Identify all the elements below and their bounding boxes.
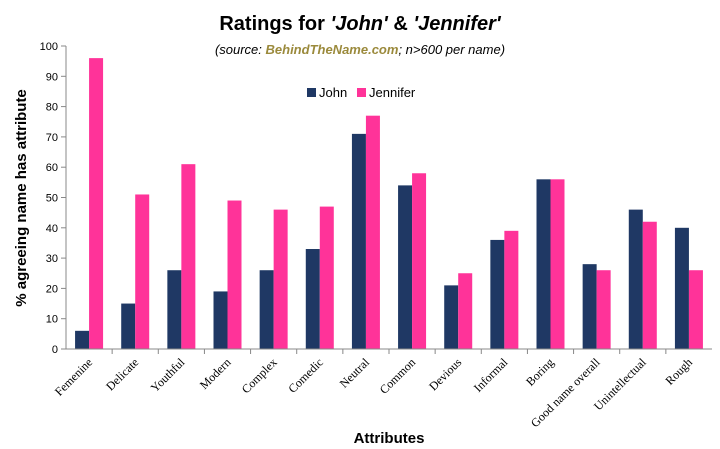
x-tick-label: Informal <box>471 355 511 395</box>
chart-subtitle: (source: BehindTheName.com; n>600 per na… <box>215 42 505 57</box>
bar-john-modern <box>213 291 228 349</box>
title-name-john: 'John' <box>330 13 389 35</box>
y-tick-label: 60 <box>46 162 58 174</box>
bar-john-comedic <box>305 249 320 349</box>
subtitle-source-site: BehindTheName.com <box>266 42 399 57</box>
x-tick-label: Boring <box>523 355 556 388</box>
subtitle-rest: ; n>600 per name) <box>398 42 505 57</box>
bar-john-femenine <box>75 330 90 349</box>
y-tick-label: 10 <box>46 314 58 326</box>
title-ampersand: & <box>388 13 414 35</box>
bar-john-devious <box>444 285 459 349</box>
y-tick-label: 40 <box>46 223 58 235</box>
legend-label-jennifer: Jennifer <box>369 85 416 100</box>
bars <box>75 58 703 350</box>
x-tick-label: Modern <box>197 355 234 392</box>
y-axis-title: % agreeing name has attribute <box>13 89 30 307</box>
legend-swatch-jennifer <box>357 88 366 97</box>
bar-john-neutral <box>351 133 366 349</box>
bar-john-youthful <box>167 270 182 349</box>
bar-jennifer-common <box>412 173 427 349</box>
x-tick-label: Femenine <box>52 355 95 398</box>
bar-jennifer-rough <box>688 270 703 349</box>
bar-jennifer-modern <box>227 200 242 349</box>
x-tick-label: Comedic <box>285 355 326 396</box>
chart-title: Ratings for 'John' & 'Jennifer' <box>219 13 502 35</box>
bar-john-good-name-overall <box>582 264 597 349</box>
bar-jennifer-youthful <box>181 164 196 349</box>
bar-john-boring <box>536 179 551 349</box>
x-axis-ticks: Femenine Delicate Youthful Modern Complex Com… <box>52 349 695 430</box>
x-tick-label: Delicate <box>103 355 141 393</box>
y-tick-label: 100 <box>40 41 58 53</box>
y-tick-label: 30 <box>46 253 58 265</box>
title-name-jennifer: 'Jennifer' <box>413 13 502 35</box>
y-tick-label: 0 <box>52 344 58 356</box>
y-tick-label: 20 <box>46 283 58 295</box>
subtitle-open: (source: <box>215 42 266 57</box>
bar-jennifer-comedic <box>319 206 334 349</box>
y-tick-label: 80 <box>46 102 58 114</box>
bar-jennifer-good-name-overall <box>596 270 611 349</box>
x-tick-label: Devious <box>426 355 464 393</box>
bar-jennifer-femenine <box>89 58 104 350</box>
bar-jennifer-informal <box>504 230 519 349</box>
bar-john-complex <box>259 270 274 349</box>
y-tick-label: 70 <box>46 132 58 144</box>
bar-jennifer-complex <box>273 209 288 349</box>
legend-label-john: John <box>319 85 347 100</box>
y-tick-label: 50 <box>46 193 58 205</box>
bar-jennifer-neutral <box>365 115 380 349</box>
x-tick-label: Common <box>377 355 418 396</box>
bar-john-informal <box>490 239 505 349</box>
legend: John Jennifer <box>307 85 416 100</box>
x-axis-title: Attributes <box>354 430 425 447</box>
legend-swatch-john <box>307 88 316 97</box>
x-tick-label: Neutral <box>337 355 373 391</box>
bar-jennifer-unintellectual <box>642 221 657 349</box>
bar-jennifer-delicate <box>135 194 150 349</box>
y-axis-ticks: 0 10 20 30 40 50 60 70 80 90 100 <box>40 41 66 356</box>
bar-john-common <box>398 185 413 349</box>
bar-jennifer-boring <box>550 179 565 349</box>
bar-jennifer-devious <box>458 273 473 349</box>
bar-john-delicate <box>121 303 136 349</box>
title-prefix: Ratings for <box>219 13 330 35</box>
bar-john-rough <box>674 227 689 349</box>
x-tick-label: Rough <box>663 355 696 388</box>
x-tick-label: Youthful <box>148 355 188 395</box>
bar-john-unintellectual <box>628 209 643 349</box>
y-tick-label: 90 <box>46 71 58 83</box>
x-tick-label: Complex <box>239 355 280 396</box>
